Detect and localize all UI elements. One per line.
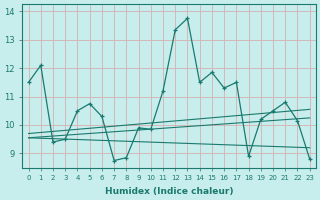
- X-axis label: Humidex (Indice chaleur): Humidex (Indice chaleur): [105, 187, 233, 196]
